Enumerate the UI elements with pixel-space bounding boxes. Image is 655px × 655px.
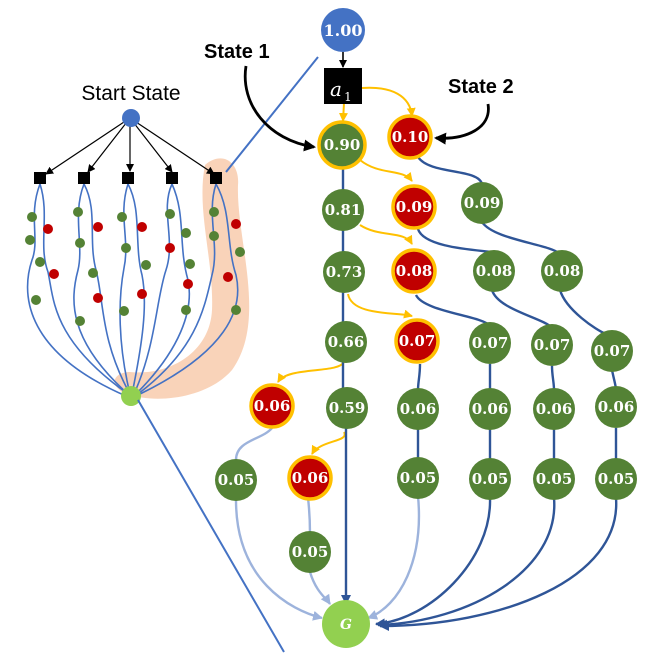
start-state-label: Start State [81, 82, 180, 105]
node-0-90: 0.90 [317, 120, 367, 170]
mini-goal-node [121, 386, 141, 406]
node-0-05-f: 0.05 [595, 458, 637, 500]
svg-text:0.09: 0.09 [464, 194, 501, 212]
svg-text:1: 1 [344, 90, 352, 104]
svg-text:0.73: 0.73 [326, 263, 363, 281]
svg-text:0.05: 0.05 [536, 470, 573, 488]
zoom-lines [137, 56, 319, 653]
root-node: 1.00 [321, 8, 365, 52]
mini-actions [34, 172, 222, 184]
node-0-07-red: 0.07 [394, 318, 440, 364]
svg-text:0.06: 0.06 [400, 400, 437, 418]
svg-text:0.07: 0.07 [534, 336, 571, 354]
svg-text:0.06: 0.06 [598, 398, 635, 416]
svg-text:0.05: 0.05 [292, 543, 329, 561]
node-0-06-b: 0.06 [469, 388, 511, 430]
svg-text:0.81: 0.81 [325, 201, 362, 219]
node-0-81: 0.81 [322, 189, 364, 231]
node-0-08-green-b: 0.08 [541, 250, 583, 292]
node-0-59: 0.59 [326, 387, 368, 429]
node-0-08-green-a: 0.08 [473, 250, 515, 292]
svg-text:G: G [340, 617, 352, 633]
svg-text:0.05: 0.05 [400, 469, 437, 487]
state-1-label: State 1 [204, 41, 270, 63]
node-0-07-b: 0.07 [531, 324, 573, 366]
state-labels: Start State State 1 State 2 [81, 41, 514, 152]
node-0-10-red: 0.10 [387, 114, 433, 160]
state-1-arrow [243, 65, 316, 152]
svg-text:0.08: 0.08 [396, 262, 433, 280]
svg-text:0.08: 0.08 [476, 262, 513, 280]
svg-text:0.07: 0.07 [399, 332, 436, 350]
start-arrows [45, 117, 215, 175]
node-0-06-c: 0.06 [533, 388, 575, 430]
svg-text:0.06: 0.06 [536, 400, 573, 418]
svg-text:0.07: 0.07 [472, 334, 509, 352]
node-0-06-red-a: 0.06 [249, 383, 295, 429]
mini-dots [25, 207, 245, 326]
svg-text:0.05: 0.05 [472, 470, 509, 488]
node-0-07-c: 0.07 [591, 330, 633, 372]
node-0-66: 0.66 [325, 321, 367, 363]
state-2-label: State 2 [448, 76, 514, 98]
node-0-09-red: 0.09 [391, 184, 437, 230]
node-0-05-b: 0.05 [289, 531, 331, 573]
node-0-06-d: 0.06 [595, 386, 637, 428]
node-0-06-a: 0.06 [397, 388, 439, 430]
svg-text:0.05: 0.05 [598, 470, 635, 488]
svg-text:0.05: 0.05 [218, 471, 255, 489]
state-2-arrow [434, 103, 490, 145]
mini-tree [25, 109, 250, 406]
svg-text:0.90: 0.90 [324, 136, 361, 154]
node-0-05-e: 0.05 [533, 458, 575, 500]
node-0-07-a: 0.07 [469, 322, 511, 364]
goal-node: G [322, 600, 370, 648]
branch-highlight [114, 158, 250, 399]
node-0-05-d: 0.05 [469, 458, 511, 500]
node-0-73: 0.73 [323, 251, 365, 293]
svg-text:1.00: 1.00 [324, 21, 363, 40]
svg-text:0.07: 0.07 [594, 342, 631, 360]
svg-text:0.06: 0.06 [254, 397, 291, 415]
start-state-node [122, 109, 140, 127]
node-0-09-green: 0.09 [461, 182, 503, 224]
svg-text:0.06: 0.06 [472, 400, 509, 418]
tree-nodes: 1.00 a 1 0.90 0.81 0.73 0.66 0.59 [215, 8, 637, 648]
node-0-08-red: 0.08 [391, 248, 437, 294]
svg-text:a: a [330, 77, 342, 101]
svg-text:0.66: 0.66 [328, 333, 365, 351]
node-0-05-c: 0.05 [397, 457, 439, 499]
svg-text:0.06: 0.06 [292, 469, 329, 487]
node-0-06-red-b: 0.06 [287, 455, 333, 501]
svg-text:0.09: 0.09 [396, 198, 433, 216]
node-0-05-a: 0.05 [215, 459, 257, 501]
svg-text:0.10: 0.10 [392, 128, 429, 146]
svg-text:0.59: 0.59 [329, 399, 366, 417]
action-node: a 1 [324, 68, 362, 104]
svg-text:0.08: 0.08 [544, 262, 581, 280]
